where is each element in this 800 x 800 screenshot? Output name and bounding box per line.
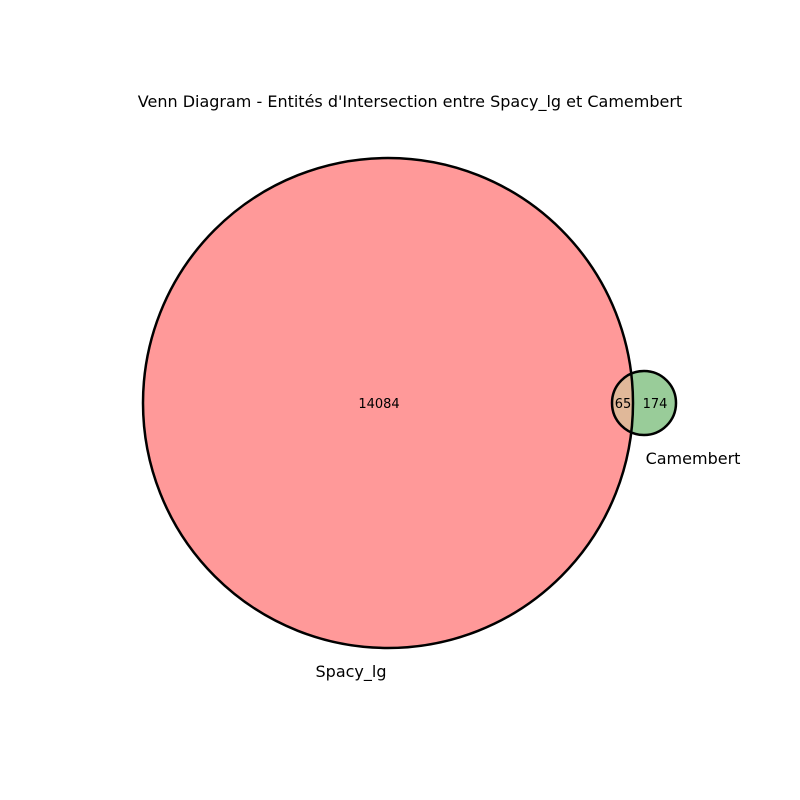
spacy-lg-only-count: 14084: [358, 397, 399, 412]
set-label-camembert: Camembert: [646, 449, 741, 468]
intersection-count: 65: [615, 397, 632, 412]
camembert-only-count: 174: [643, 397, 668, 412]
set-spacy-lg-circle: [143, 158, 633, 648]
set-label-spacy-lg: Spacy_lg: [316, 662, 387, 682]
set-camembert-outline: [610, 369, 678, 437]
intersection-region: [612, 371, 633, 435]
diagram-title: Venn Diagram - Entités d'Intersection en…: [138, 92, 682, 112]
set-spacy-lg-outline: [141, 156, 635, 650]
